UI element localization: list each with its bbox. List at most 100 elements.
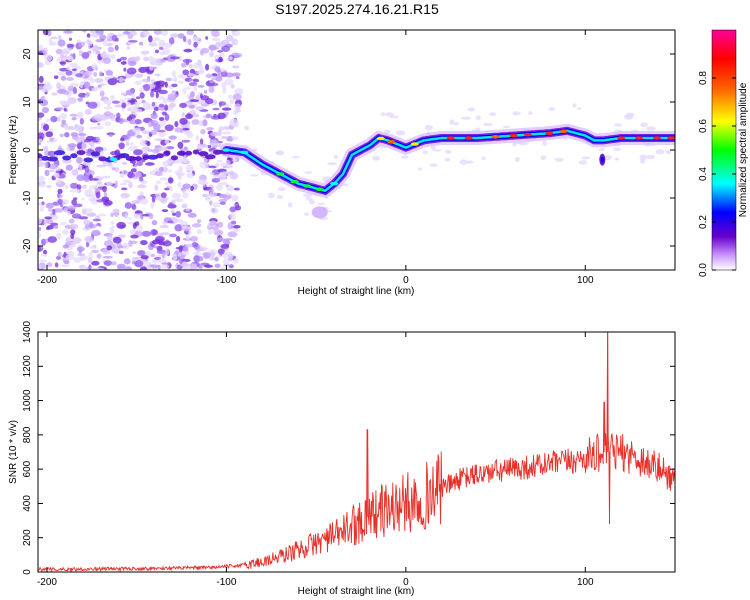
noise-blob — [68, 218, 75, 224]
noise-blob — [57, 251, 62, 258]
noise-blob — [46, 262, 53, 267]
noise-blob — [185, 234, 190, 241]
noise-blob — [177, 182, 182, 188]
noise-blob — [219, 162, 227, 167]
noise-blob — [372, 155, 381, 161]
noise-blob — [77, 253, 85, 257]
noise-blob — [186, 172, 194, 179]
noise-blob — [168, 37, 175, 45]
noise-blob — [43, 219, 47, 227]
noise-blob — [65, 146, 70, 151]
noise-blob — [150, 253, 156, 258]
noise-blob — [215, 162, 220, 168]
noise-blob — [187, 72, 195, 77]
noise-blob — [151, 39, 156, 46]
noise-blob — [189, 235, 198, 242]
noise-blob — [78, 92, 87, 98]
snr-ytick-label: 0 — [22, 569, 33, 575]
noise-blob — [221, 131, 232, 135]
noise-blob — [182, 265, 191, 270]
noise-blob — [209, 82, 219, 87]
noise-blob — [67, 210, 71, 216]
noise-blob — [44, 161, 49, 169]
noise-blob — [161, 209, 169, 213]
noise-blob — [95, 136, 100, 142]
noise-blob — [131, 200, 140, 205]
ridge-blob — [156, 153, 164, 159]
noise-blob — [68, 251, 72, 257]
noise-blob — [170, 78, 178, 82]
noise-blob — [191, 223, 202, 228]
snr-xtick-label: 100 — [577, 577, 594, 588]
noise-blob — [268, 192, 275, 199]
noise-blob — [217, 140, 223, 144]
noise-blob — [646, 154, 655, 160]
noise-blob — [205, 98, 214, 105]
noise-blob — [61, 229, 69, 236]
noise-blob — [232, 65, 240, 69]
noise-blob — [225, 104, 230, 108]
noise-blob — [174, 93, 178, 98]
noise-blob — [228, 253, 234, 259]
noise-blob — [106, 245, 113, 251]
noise-blob — [181, 112, 186, 118]
noise-blob — [221, 175, 227, 179]
noise-blob — [159, 177, 168, 181]
noise-blob — [90, 145, 95, 151]
noise-blob — [581, 156, 591, 160]
ridge-peak — [617, 136, 626, 140]
noise-blob — [161, 251, 166, 259]
noise-blob — [38, 226, 42, 232]
noise-blob — [132, 127, 142, 133]
noise-blob — [180, 62, 186, 68]
noise-blob — [114, 104, 123, 108]
noise-blob — [204, 264, 214, 268]
noise-blob — [177, 33, 185, 39]
noise-blob — [123, 67, 127, 72]
noise-blob — [45, 118, 51, 122]
noise-blob — [185, 86, 192, 90]
noise-blob — [211, 37, 221, 42]
noise-blob — [234, 103, 241, 110]
noise-blob — [169, 102, 176, 108]
spectrogram-ytick-label: 0 — [22, 147, 33, 153]
noise-blob — [120, 192, 130, 199]
noise-blob — [64, 131, 70, 138]
noise-blob — [109, 151, 120, 156]
noise-blob — [317, 202, 326, 205]
noise-blob — [383, 129, 391, 134]
snr-ytick-label: 200 — [22, 529, 33, 546]
ridge-peak — [376, 136, 385, 141]
spectrogram-xtick-label: -200 — [37, 275, 57, 286]
noise-blob — [111, 261, 117, 266]
ridge-blob — [62, 155, 72, 161]
noise-blob — [192, 36, 200, 42]
noise-blob — [150, 112, 158, 120]
noise-blob — [232, 158, 238, 163]
noise-blob — [140, 212, 144, 220]
ridge-blob — [147, 154, 159, 160]
noise-blob — [87, 40, 93, 47]
noise-blob — [140, 255, 149, 260]
noise-blob — [124, 202, 133, 209]
noise-blob — [206, 113, 213, 118]
noise-blob — [167, 93, 177, 101]
noise-blob — [84, 94, 90, 99]
colorbar-tick-label: 0.8 — [698, 71, 709, 85]
noise-blob — [135, 96, 141, 100]
noise-blob — [234, 205, 242, 211]
noise-blob — [514, 156, 520, 162]
noise-blob — [202, 178, 206, 187]
noise-blob — [99, 90, 105, 97]
noise-blob — [130, 111, 136, 115]
noise-blob — [69, 189, 80, 193]
ridge-peak — [410, 142, 419, 146]
noise-blob — [214, 256, 219, 262]
noise-blob — [639, 158, 646, 164]
noise-blob — [235, 76, 240, 80]
noise-blob — [105, 162, 112, 167]
snr-xtick-label: -100 — [216, 577, 236, 588]
noise-blob — [44, 54, 53, 62]
noise-blob — [206, 127, 214, 131]
